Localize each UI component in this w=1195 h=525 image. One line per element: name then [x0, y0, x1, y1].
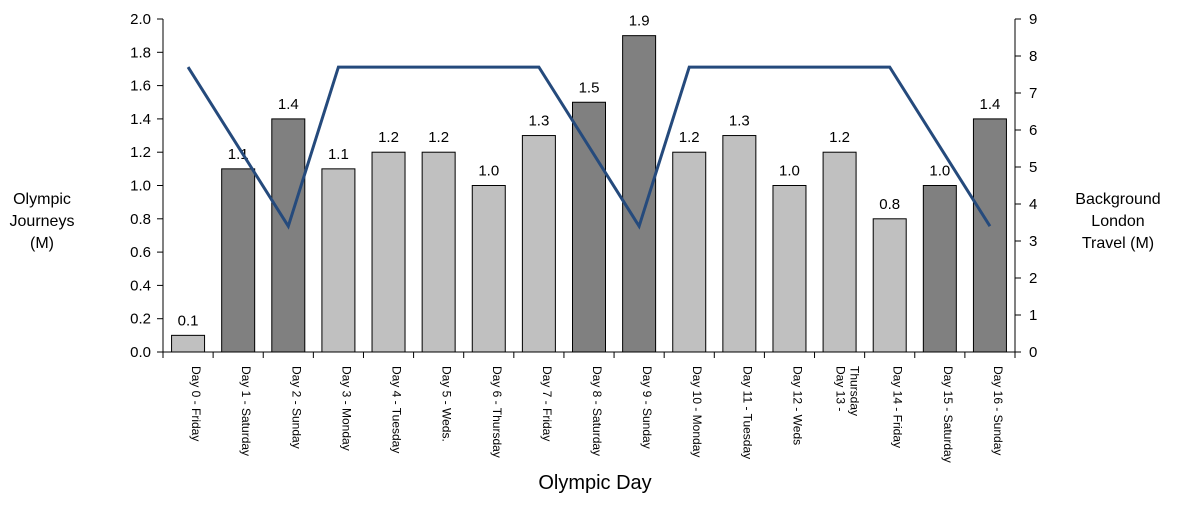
bar-data-label: 1.5: [579, 79, 600, 96]
bar: [221, 168, 256, 353]
y-tick-label: 1.8: [130, 44, 151, 61]
y-tick-label: 1.0: [130, 178, 151, 195]
bar-data-label: 1.2: [378, 129, 399, 146]
category-tick-label: Day 8 - Saturday: [590, 366, 604, 456]
category-tick-label: Day 15 - Saturday: [941, 366, 955, 463]
y-tick-label: 2.0: [130, 11, 151, 28]
category-tick-label: Day 2 - Sunday: [289, 366, 303, 449]
category-tick-label: Day 6 - Thursday: [490, 366, 504, 458]
category-tick-label: Day 9 - Sunday: [640, 366, 654, 449]
category-tick-label: Day 16 - Sunday: [991, 366, 1005, 455]
left-axis-label: Olympic Journeys (M): [9, 191, 75, 252]
y-tick-label: 0.6: [130, 244, 151, 261]
category-tick-label: Day 12 - Weds: [790, 366, 804, 445]
category-tick-label: Day 11 - Tuesday: [740, 366, 754, 459]
category-tick-label: Day 4 - Tuesday: [390, 366, 404, 453]
bar: [822, 151, 857, 353]
bar: [321, 168, 356, 353]
category-tick-label: Day 13 -: [834, 366, 848, 411]
line-series: [186, 65, 992, 230]
line-path: [186, 65, 992, 230]
left-axis-ticks: 0.0 0.2 0.4 0.6 0.8 1.0 1.2 1.4 1.6 1.8 2.0: [130, 11, 163, 361]
category-tick-label: Thursday: [848, 366, 862, 416]
y2-tick-label: 5: [1029, 159, 1037, 176]
bar: [471, 185, 506, 353]
bar: [271, 118, 306, 353]
y2-tick-label: 8: [1029, 48, 1037, 65]
bar: [171, 334, 206, 353]
y2-tick-label: 1: [1029, 307, 1037, 324]
y-tick-label: 0.4: [130, 277, 151, 294]
bar-data-label: 0.1: [178, 312, 199, 329]
y-tick-label: 1.2: [130, 144, 151, 161]
y2-tick-label: 3: [1029, 233, 1037, 250]
y2-tick-label: 4: [1029, 196, 1037, 213]
category-tick-label: Day 10 - Monday: [690, 366, 704, 457]
category-tick-label: Day 1 - Saturday: [239, 366, 253, 456]
bar-data-labels: 0.1 1.1 1.4 1.1 1.2 1.2 1.0 1.3 1.5 1.9 1.2 1.3 1.0 1…: [178, 13, 1001, 330]
bar: [371, 151, 406, 353]
bar: [722, 135, 757, 353]
category-tick-label: Day 7 - Friday: [540, 366, 554, 441]
category-tick-label: Day 0 - Friday: [189, 366, 203, 441]
bar-data-label: 1.0: [478, 163, 499, 180]
bar: [922, 185, 957, 353]
bar-data-label: 1.4: [980, 96, 1001, 113]
y2-tick-label: 2: [1029, 270, 1037, 287]
bar: [872, 218, 907, 353]
right-axis-label: Background London Travel (M): [1075, 191, 1161, 252]
bar-data-label: 1.2: [679, 129, 700, 146]
bar-data-label: 1.4: [278, 96, 299, 113]
bar-series: [171, 35, 1007, 353]
bar-data-label: 1.3: [528, 113, 549, 130]
y-tick-label: 0.8: [130, 211, 151, 228]
bar-data-label: 1.0: [779, 163, 800, 180]
bar: [572, 101, 606, 353]
y2-tick-label: 6: [1029, 122, 1037, 139]
bar: [972, 118, 1007, 353]
y2-tick-label: 0: [1029, 344, 1037, 361]
bar-data-label: 1.1: [328, 146, 349, 163]
bar-data-label: 1.9: [629, 13, 650, 30]
bar-data-label: 1.3: [729, 113, 750, 130]
bar-data-label: 1.1: [228, 146, 249, 163]
y-tick-label: 0.0: [130, 344, 151, 361]
category-tick-label: Day 5 - Weds.: [440, 366, 454, 442]
bar-data-label: 1.2: [829, 129, 850, 146]
bar: [421, 151, 456, 353]
y-tick-label: 1.6: [130, 78, 151, 95]
y-tick-label: 0.2: [130, 311, 151, 328]
bar: [521, 135, 556, 353]
bar-data-label: 1.0: [929, 163, 950, 180]
y2-tick-label: 7: [1029, 85, 1037, 102]
bar-data-label: 0.8: [879, 196, 900, 213]
y2-tick-label: 9: [1029, 11, 1037, 28]
category-tick-label: Day 14 - Friday: [891, 366, 905, 448]
category-tick-label: Day 3 - Monday: [339, 366, 353, 451]
bar-data-label: 1.2: [428, 129, 449, 146]
right-axis-ticks: 0 1 2 3 4 5 6 7 8 9: [1015, 11, 1037, 361]
y-tick-label: 1.4: [130, 111, 151, 128]
x-axis-label: Olympic Day: [538, 472, 652, 494]
category-tick-labels: Day 0 - Friday Day 1 - Saturday Day 2 - Su…: [189, 366, 1005, 463]
bar: [672, 151, 707, 353]
bar: [772, 185, 807, 353]
